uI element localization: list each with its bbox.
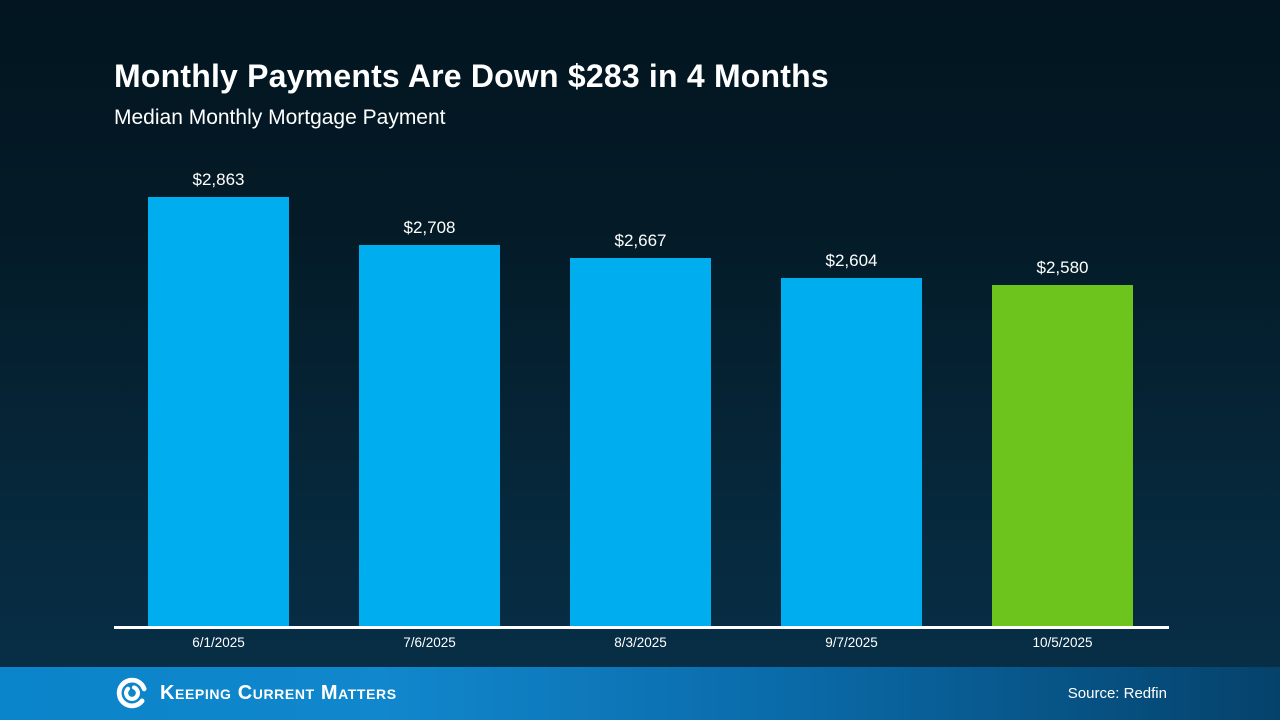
bar-chart: $2,863 6/1/2025 $2,708 7/6/2025 $2,667 8/3/20…: [114, 171, 1169, 650]
kcm-spiral-logo-icon: [116, 677, 148, 709]
bar: [148, 197, 289, 626]
brand-name: Keeping Current Matters: [160, 682, 397, 704]
bar: [992, 285, 1133, 626]
chart-title: Monthly Payments Are Down $283 in 4 Mont…: [114, 58, 829, 94]
x-axis-line: [114, 626, 1169, 629]
bar-value-label: $2,863: [192, 170, 245, 189]
bar-value-label: $2,604: [825, 251, 878, 270]
bar-value-label: $2,708: [403, 218, 456, 237]
bar: [570, 258, 711, 626]
x-axis-label: 6/1/2025: [192, 635, 245, 650]
chart-subtitle: Median Monthly Mortgage Payment: [114, 106, 446, 129]
x-axis-label: 7/6/2025: [403, 635, 456, 650]
bar: [359, 245, 500, 626]
x-axis-label: 8/3/2025: [614, 635, 667, 650]
x-axis-label: 9/7/2025: [825, 635, 878, 650]
bar: [781, 278, 922, 626]
source-attribution: Source: Redfin: [1067, 685, 1167, 702]
bar-value-label: $2,667: [614, 231, 667, 250]
bar-value-label: $2,580: [1036, 258, 1089, 277]
footer-bar: Keeping Current Matters Source: Redfin: [0, 667, 1280, 720]
x-axis-label: 10/5/2025: [1032, 635, 1093, 650]
